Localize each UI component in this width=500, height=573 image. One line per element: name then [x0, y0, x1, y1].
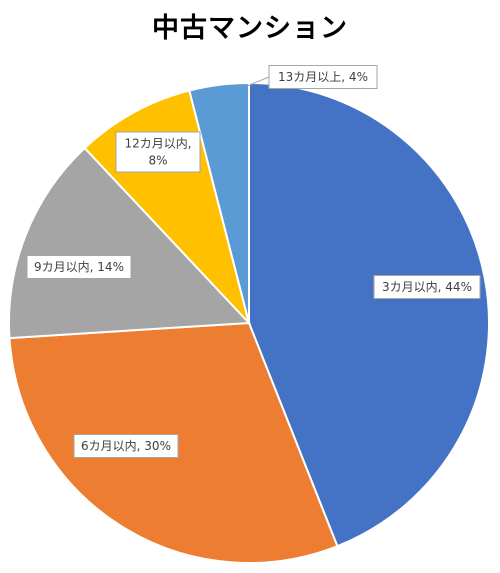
data-label-box — [115, 131, 201, 173]
data-label-3: 12カ月以内, 8% — [115, 131, 201, 173]
data-label-box — [373, 275, 481, 299]
data-label-text: 8% — [148, 154, 167, 168]
leader-lines — [246, 76, 270, 87]
pie-slice-2 — [8, 146, 252, 340]
data-label-1: 6カ月以内, 30% — [73, 434, 179, 458]
pie-slices — [8, 81, 490, 564]
data-label-box — [26, 255, 132, 279]
data-label-text: 6カ月以内, 30% — [81, 439, 171, 453]
data-label-text: 12カ月以内, — [124, 137, 191, 151]
chart-title: 中古マンション — [152, 13, 348, 44]
pie-slice-0 — [248, 81, 490, 548]
data-label-box — [73, 434, 179, 458]
data-label-0: 3カ月以内, 44% — [373, 275, 481, 299]
leader-line — [246, 76, 270, 87]
data-label-text: 3カ月以内, 44% — [382, 280, 472, 294]
pie-slice-4 — [188, 81, 250, 324]
data-label-text: 13カ月以上, 4% — [278, 70, 368, 84]
data-label-box — [268, 65, 378, 89]
data-label-2: 9カ月以内, 14% — [26, 255, 132, 279]
data-labels: 3カ月以内, 44%6カ月以内, 30%9カ月以内, 14%12カ月以内,8%1… — [26, 65, 481, 458]
data-label-text: 9カ月以内, 14% — [34, 260, 124, 274]
data-label-4: 13カ月以上, 4% — [268, 65, 378, 89]
